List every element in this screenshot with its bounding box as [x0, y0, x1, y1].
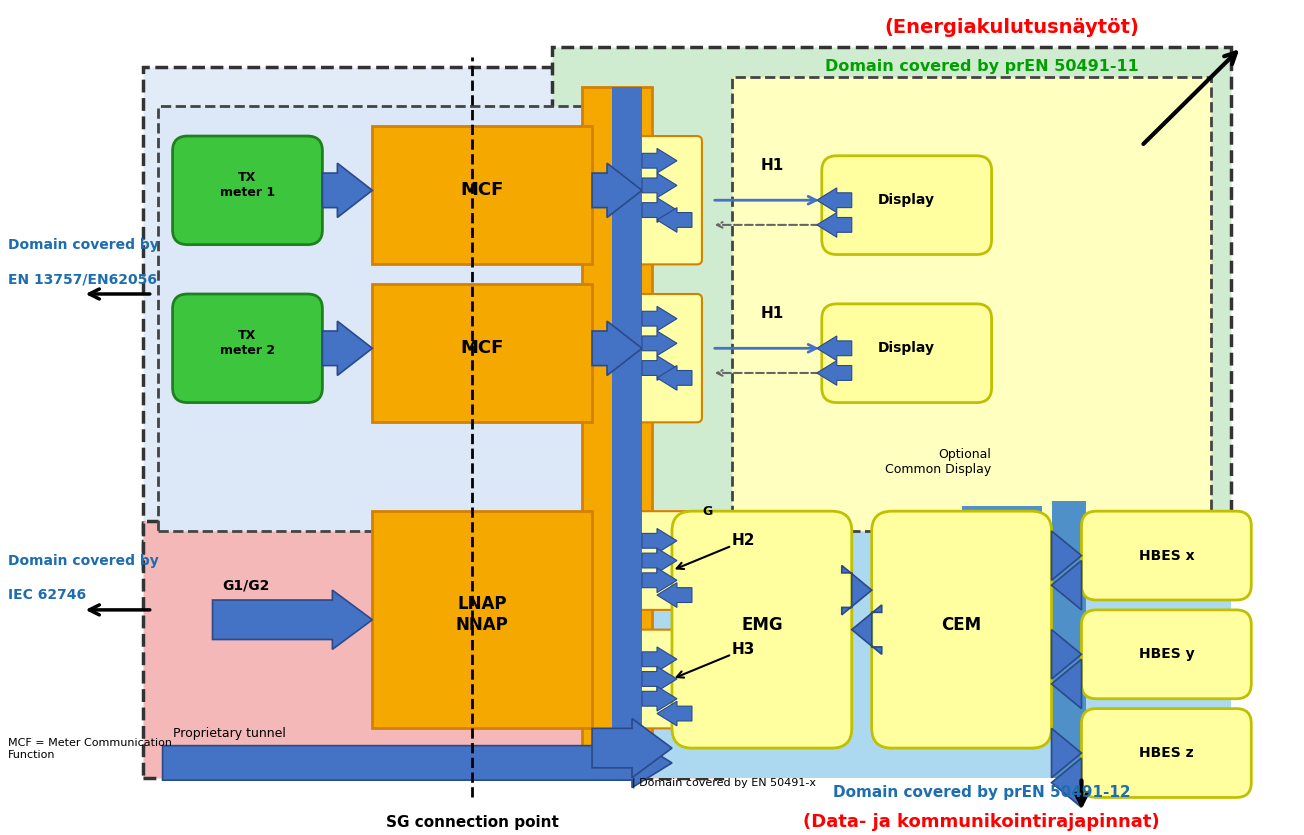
FancyArrow shape — [657, 701, 692, 726]
FancyBboxPatch shape — [632, 294, 702, 423]
Bar — [612, 87, 642, 728]
Text: SG connection point: SG connection point — [386, 815, 558, 830]
Bar — [373, 126, 592, 265]
FancyBboxPatch shape — [822, 156, 991, 255]
Bar — [732, 77, 1211, 531]
Bar — [158, 106, 608, 531]
FancyArrow shape — [322, 163, 373, 217]
Text: MCF: MCF — [460, 339, 503, 357]
Bar — [552, 48, 1231, 550]
Bar — [142, 521, 722, 777]
Text: | Domain covered by EN 50491-x: | Domain covered by EN 50491-x — [632, 777, 816, 788]
Bar — [582, 521, 1231, 777]
FancyArrow shape — [322, 321, 373, 376]
Text: CEM: CEM — [941, 615, 982, 634]
FancyBboxPatch shape — [632, 511, 702, 610]
FancyArrow shape — [642, 549, 677, 573]
Text: LNAP
NNAP: LNAP NNAP — [456, 595, 509, 635]
Bar — [373, 284, 592, 423]
Text: EMG: EMG — [741, 615, 782, 634]
Text: Domain covered by prEN 50491-12: Domain covered by prEN 50491-12 — [833, 785, 1131, 800]
Text: H1: H1 — [760, 158, 784, 173]
Text: (Energiakulutusnäytöt): (Energiakulutusnäytöt) — [884, 18, 1138, 37]
FancyBboxPatch shape — [872, 511, 1051, 748]
FancyArrow shape — [592, 718, 672, 777]
FancyArrow shape — [642, 568, 677, 593]
Text: (Data- ja kommunikointirajapinnat): (Data- ja kommunikointirajapinnat) — [803, 813, 1161, 831]
FancyArrow shape — [642, 198, 677, 222]
FancyArrow shape — [816, 361, 852, 385]
FancyArrow shape — [642, 686, 677, 711]
Text: MCF: MCF — [460, 181, 503, 200]
FancyArrow shape — [816, 213, 852, 237]
FancyBboxPatch shape — [172, 294, 322, 402]
FancyArrow shape — [816, 188, 852, 213]
FancyArrow shape — [1051, 531, 1081, 580]
Text: G1/G2: G1/G2 — [223, 578, 270, 592]
FancyArrow shape — [642, 529, 677, 553]
FancyBboxPatch shape — [1081, 610, 1252, 699]
FancyArrow shape — [642, 306, 677, 331]
FancyArrow shape — [1051, 560, 1081, 610]
FancyBboxPatch shape — [172, 136, 322, 245]
Text: H3: H3 — [732, 642, 755, 657]
FancyArrow shape — [1051, 758, 1081, 807]
Text: H1: H1 — [760, 306, 784, 321]
FancyBboxPatch shape — [1081, 511, 1252, 600]
Text: H2: H2 — [732, 534, 755, 549]
Bar — [142, 67, 961, 570]
FancyArrow shape — [642, 647, 677, 671]
Text: HBES z: HBES z — [1140, 746, 1193, 760]
FancyArrow shape — [657, 583, 692, 607]
FancyArrow shape — [592, 321, 642, 376]
Bar — [1051, 501, 1086, 777]
Bar — [373, 511, 592, 728]
FancyBboxPatch shape — [632, 136, 702, 265]
Text: IEC 62746: IEC 62746 — [8, 588, 86, 602]
FancyBboxPatch shape — [1081, 709, 1252, 797]
Text: HBES y: HBES y — [1138, 647, 1194, 661]
FancyArrow shape — [642, 666, 677, 691]
Text: TX
meter 2: TX meter 2 — [220, 329, 275, 357]
FancyBboxPatch shape — [672, 511, 852, 748]
FancyArrow shape — [163, 738, 672, 787]
FancyArrow shape — [642, 356, 677, 381]
Text: Domain covered by: Domain covered by — [8, 238, 159, 251]
FancyArrow shape — [657, 366, 692, 390]
FancyBboxPatch shape — [822, 304, 991, 402]
Text: Optional
Common Display: Optional Common Display — [885, 448, 991, 476]
FancyArrow shape — [842, 565, 872, 615]
Bar — [961, 506, 1042, 541]
Text: EN 13757/EN62056: EN 13757/EN62056 — [8, 272, 156, 286]
Text: MCF = Meter Communication
Function: MCF = Meter Communication Function — [8, 738, 172, 760]
FancyArrow shape — [592, 163, 642, 217]
Text: Display: Display — [878, 193, 935, 207]
FancyArrow shape — [657, 208, 692, 232]
Text: TX
meter 1: TX meter 1 — [220, 171, 275, 200]
Text: Proprietary tunnel: Proprietary tunnel — [172, 726, 286, 740]
Text: Domain covered by: Domain covered by — [8, 554, 159, 568]
FancyBboxPatch shape — [632, 630, 702, 728]
FancyArrow shape — [642, 149, 677, 173]
FancyArrow shape — [642, 173, 677, 198]
Text: Domain covered by prEN 50491-11: Domain covered by prEN 50491-11 — [824, 59, 1138, 74]
FancyArrow shape — [816, 336, 852, 361]
FancyArrow shape — [213, 590, 373, 650]
Text: G: G — [702, 504, 712, 518]
FancyArrow shape — [1051, 660, 1081, 709]
Text: Display: Display — [878, 342, 935, 355]
FancyArrow shape — [852, 605, 882, 655]
FancyArrow shape — [642, 331, 677, 356]
FancyArrow shape — [1051, 630, 1081, 679]
Bar — [582, 87, 652, 768]
Text: HBES x: HBES x — [1138, 549, 1194, 563]
FancyArrow shape — [1051, 728, 1081, 777]
